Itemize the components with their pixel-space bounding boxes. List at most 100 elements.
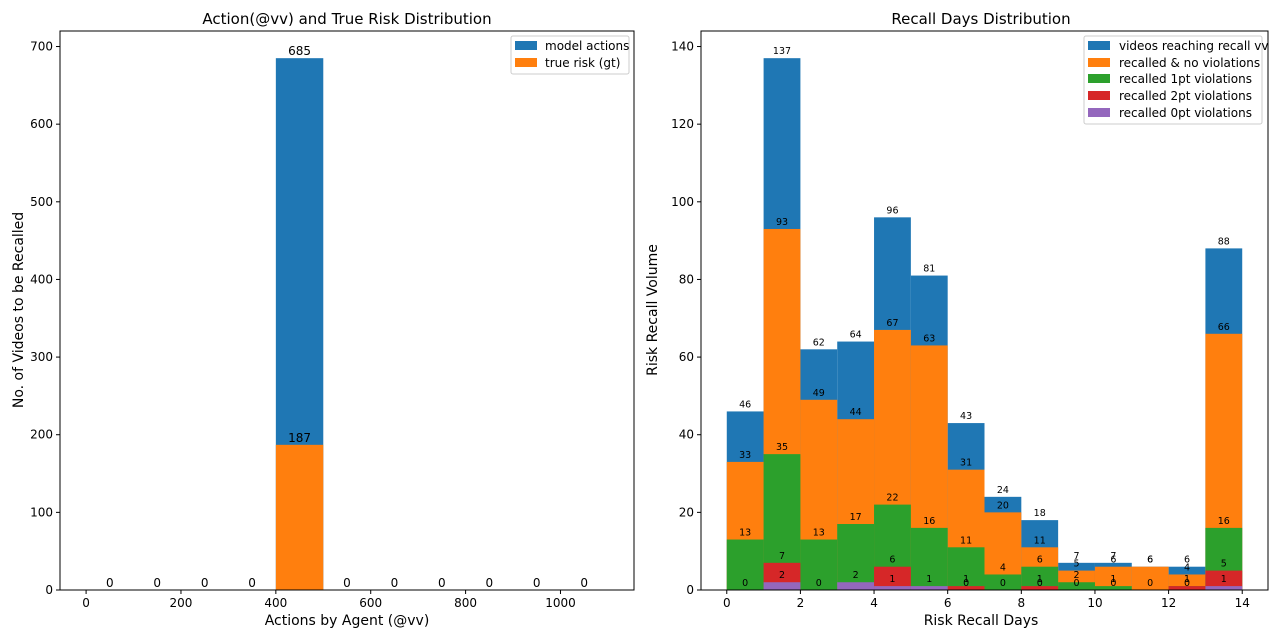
data-label: 0: [580, 576, 588, 590]
left-chart-ticks: 0 200 400 600 800 1000 0 100 200 300 400 500 600 700: [30, 40, 576, 610]
left-chart-y-label: No. of Videos to be Recalled: [11, 212, 27, 408]
x-tick-label: 4: [870, 596, 878, 610]
right-legend-label-0pt: recalled 0pt violations: [1119, 106, 1252, 120]
right-chart-legend: videos reaching recall vv recalled & no …: [1083, 35, 1269, 125]
data-label: 44: [850, 407, 862, 418]
right-chart-y-label: Risk Recall Volume: [645, 244, 661, 376]
data-label: 7: [1110, 551, 1116, 562]
data-label: 4: [1000, 562, 1006, 573]
right-legend-label-2pt: recalled 2pt violations: [1119, 89, 1252, 103]
y-tick-label: 400: [30, 272, 53, 286]
bar-recalled-0pt-violations: [874, 586, 911, 590]
left-legend-swatch-true-risk: [515, 58, 537, 67]
data-label: 0: [485, 576, 493, 590]
bar-recalled-0pt-violations: [763, 582, 801, 590]
data-label: 1: [963, 574, 969, 585]
y-tick-label: 100: [30, 505, 53, 519]
data-label: 11: [1034, 535, 1046, 546]
data-label: 31: [960, 458, 972, 469]
bar-recalled-2pt-violations: [1021, 586, 1059, 590]
left-legend-label-model-actions: model actions: [545, 39, 629, 53]
data-label: 22: [886, 493, 898, 504]
data-label: 49: [813, 388, 825, 399]
data-label: 0: [1110, 578, 1116, 589]
bar-recalled-2pt-violations: [947, 586, 985, 590]
right-legend-label-1pt: recalled 1pt violations: [1119, 72, 1252, 86]
data-label: 187: [288, 431, 311, 445]
bar-true-risk-gt-: [275, 444, 324, 590]
x-tick-label: 14: [1235, 596, 1250, 610]
data-label: 0: [816, 578, 822, 589]
right-legend-swatch-2pt: [1088, 91, 1110, 100]
right-chart: Recall Days Distribution 0 2 4 6 8 10 12 140204…: [645, 10, 1269, 629]
data-label: 4: [1184, 562, 1190, 573]
x-tick-label: 0: [723, 596, 731, 610]
left-chart-data-labels: 0 0 0 0 685 187 0 0 0 0 0 0: [106, 44, 588, 590]
x-tick-label: 1000: [545, 596, 576, 610]
data-label: 0: [391, 576, 399, 590]
data-label: 16: [1218, 516, 1230, 527]
bar-recalled-1pt-violations: [1058, 582, 1095, 590]
right-chart-x-label: Risk Recall Days: [924, 613, 1039, 629]
x-tick-label: 2: [797, 596, 805, 610]
data-label: 6: [1110, 555, 1116, 566]
y-tick-label: 120: [671, 117, 694, 131]
right-legend-label-no-violations: recalled & no violations: [1119, 56, 1260, 70]
y-tick-label: 100: [671, 195, 694, 209]
data-label: 1: [1221, 574, 1227, 585]
bar-recalled-no-violations: [1131, 566, 1169, 590]
data-label: 6: [1184, 555, 1190, 566]
data-label: 0: [153, 576, 161, 590]
bar-recalled-no-violations: [1094, 566, 1132, 590]
data-label: 64: [850, 330, 862, 341]
x-tick-label: 400: [264, 596, 287, 610]
data-label: 0: [201, 576, 209, 590]
bar-recalled-2pt-violations: [1168, 586, 1206, 590]
data-label: 35: [776, 442, 788, 453]
data-label: 0: [248, 576, 256, 590]
data-label: 6: [889, 555, 895, 566]
data-label: 6: [1037, 555, 1043, 566]
data-label: 7: [1074, 551, 1080, 562]
data-label: 18: [1034, 508, 1046, 519]
y-tick-label: 500: [30, 195, 53, 209]
data-label: 0: [1000, 578, 1006, 589]
left-chart-legend: model actions true risk (gt): [510, 35, 630, 75]
data-label: 1: [1184, 574, 1190, 585]
data-label: 0: [438, 576, 446, 590]
data-label: 0: [1147, 578, 1153, 589]
right-chart-data-labels: 4633130137933572624913064441729667226181…: [739, 46, 1230, 589]
left-legend-box: [510, 35, 630, 75]
y-tick-label: 20: [679, 505, 694, 519]
data-label: 63: [923, 333, 935, 344]
data-label: 13: [739, 528, 751, 539]
x-tick-label: 12: [1161, 596, 1176, 610]
bar-recalled-1pt-violations: [984, 574, 1022, 590]
data-label: 6: [1147, 555, 1153, 566]
left-chart-x-label: Actions by Agent (@vv): [265, 613, 430, 629]
data-label: 0: [963, 578, 969, 589]
left-chart: Action(@vv) and True Risk Distribution 0…: [11, 10, 635, 629]
data-label: 24: [997, 485, 1009, 496]
bar-recalled-1pt-violations: [726, 539, 764, 590]
data-label: 1: [889, 574, 895, 585]
right-chart-bars: [726, 58, 1243, 591]
right-legend-swatch-no-violations: [1088, 58, 1110, 67]
x-tick-label: 6: [944, 596, 952, 610]
data-label: 43: [960, 411, 972, 422]
right-legend-swatch-0pt: [1088, 108, 1110, 117]
y-tick-label: 0: [45, 583, 53, 597]
left-chart-title: Action(@vv) and True Risk Distribution: [202, 10, 491, 28]
data-label: 20: [997, 500, 1009, 511]
data-label: 7: [779, 551, 785, 562]
bar-recalled-0pt-violations: [1205, 586, 1243, 590]
left-chart-bars: [275, 58, 324, 591]
bar-recalled-2pt-violations: [1205, 570, 1243, 590]
data-label: 5: [1074, 559, 1080, 570]
data-label: 0: [343, 576, 351, 590]
right-legend-swatch-videos-reaching: [1088, 41, 1110, 50]
bar-recalled-0pt-violations: [910, 586, 948, 590]
data-label: 0: [1074, 578, 1080, 589]
